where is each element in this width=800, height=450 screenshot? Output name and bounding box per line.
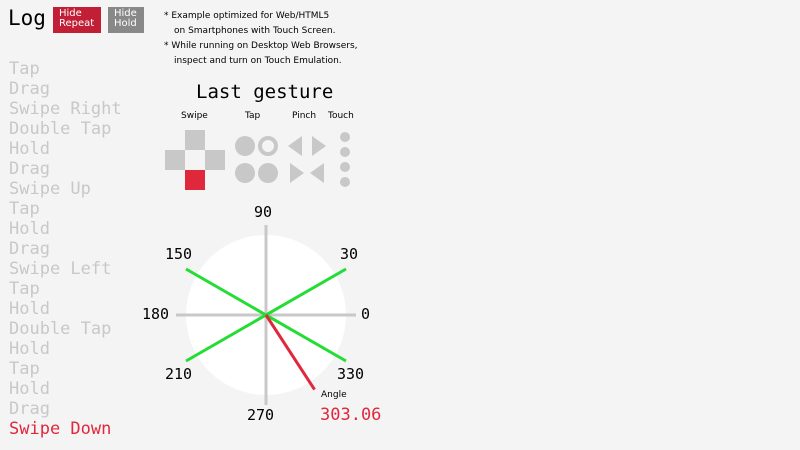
- log-entry: Tap: [9, 359, 40, 379]
- touch-label: Touch: [328, 111, 354, 121]
- tick-330: 330: [337, 365, 365, 383]
- touch-icons: [340, 132, 350, 187]
- touch-dot-icon: [340, 132, 350, 142]
- log-entry: Tap: [9, 59, 40, 79]
- log-entry: Hold: [9, 339, 50, 359]
- touch-dot-icon: [340, 162, 350, 172]
- note-1: * Example optimized for Web/HTML5: [164, 11, 330, 21]
- swipe-down-indicator: [185, 170, 205, 190]
- log-entry: Tap: [9, 199, 40, 219]
- log-entry: Swipe Right: [9, 99, 122, 119]
- touch-dot-icon: [340, 147, 350, 157]
- swipe-up-indicator: [185, 130, 205, 150]
- swipe-left-indicator: [165, 150, 185, 170]
- tick-180: 180: [142, 305, 170, 323]
- pinch-in-right-icon: [310, 163, 324, 183]
- log-entry: Hold: [9, 299, 50, 319]
- angle-needle: [264, 314, 316, 391]
- swipe-right-indicator: [205, 150, 225, 170]
- log-entry: Double Tap: [9, 319, 112, 339]
- hide-repeat-button[interactable]: Hide Repeat: [53, 7, 101, 33]
- log-entry: Drag: [9, 399, 50, 419]
- log-entry: Hold: [9, 139, 50, 159]
- pinch-out-left-icon: [288, 136, 302, 156]
- angle-value: 303.06: [320, 405, 382, 425]
- tick-0: 0: [361, 305, 371, 323]
- log-title: Log: [8, 6, 46, 30]
- log-entry: Drag: [9, 239, 50, 259]
- tick-90: 90: [254, 203, 273, 221]
- log-entry: Swipe Left: [9, 259, 112, 279]
- note-2: on Smartphones with Touch Screen.: [174, 26, 336, 36]
- tick-270: 270: [247, 406, 275, 424]
- touch-dot-icon: [340, 177, 350, 187]
- note-4: inspect and turn on Touch Emulation.: [174, 56, 342, 66]
- angle-label: Angle: [321, 390, 347, 400]
- tick-150: 150: [165, 245, 193, 263]
- last-gesture-title: Last gesture: [196, 81, 334, 103]
- double-tap-icon-a: [235, 163, 255, 183]
- log-entry: Double Tap: [9, 119, 112, 139]
- pinch-label: Pinch: [292, 111, 317, 121]
- tap-ring-icon: [258, 136, 278, 156]
- log-entry: Tap: [9, 279, 40, 299]
- log-entry: Swipe Up: [9, 179, 91, 199]
- swipe-label: Swipe: [181, 111, 208, 121]
- pinch-icons: [288, 136, 326, 183]
- log-entry: Swipe Down: [9, 419, 112, 439]
- tick-210: 210: [165, 365, 193, 383]
- pinch-in-left-icon: [290, 163, 304, 183]
- gesture-log: Tap Drag Swipe Right Double Tap Hold Drag Swip…: [9, 59, 122, 439]
- tap-single-icon: [235, 136, 255, 156]
- tick-30: 30: [340, 245, 359, 263]
- log-entry: Drag: [9, 79, 50, 99]
- log-entry: Hold: [9, 379, 50, 399]
- hide-hold-button[interactable]: Hide Hold: [108, 7, 144, 33]
- log-entry: Hold: [9, 219, 50, 239]
- pinch-out-right-icon: [312, 136, 326, 156]
- note-3: * While running on Desktop Web Browsers,: [164, 41, 358, 51]
- double-tap-icon-b: [258, 163, 278, 183]
- tap-label: Tap: [245, 111, 261, 121]
- log-entry: Drag: [9, 159, 50, 179]
